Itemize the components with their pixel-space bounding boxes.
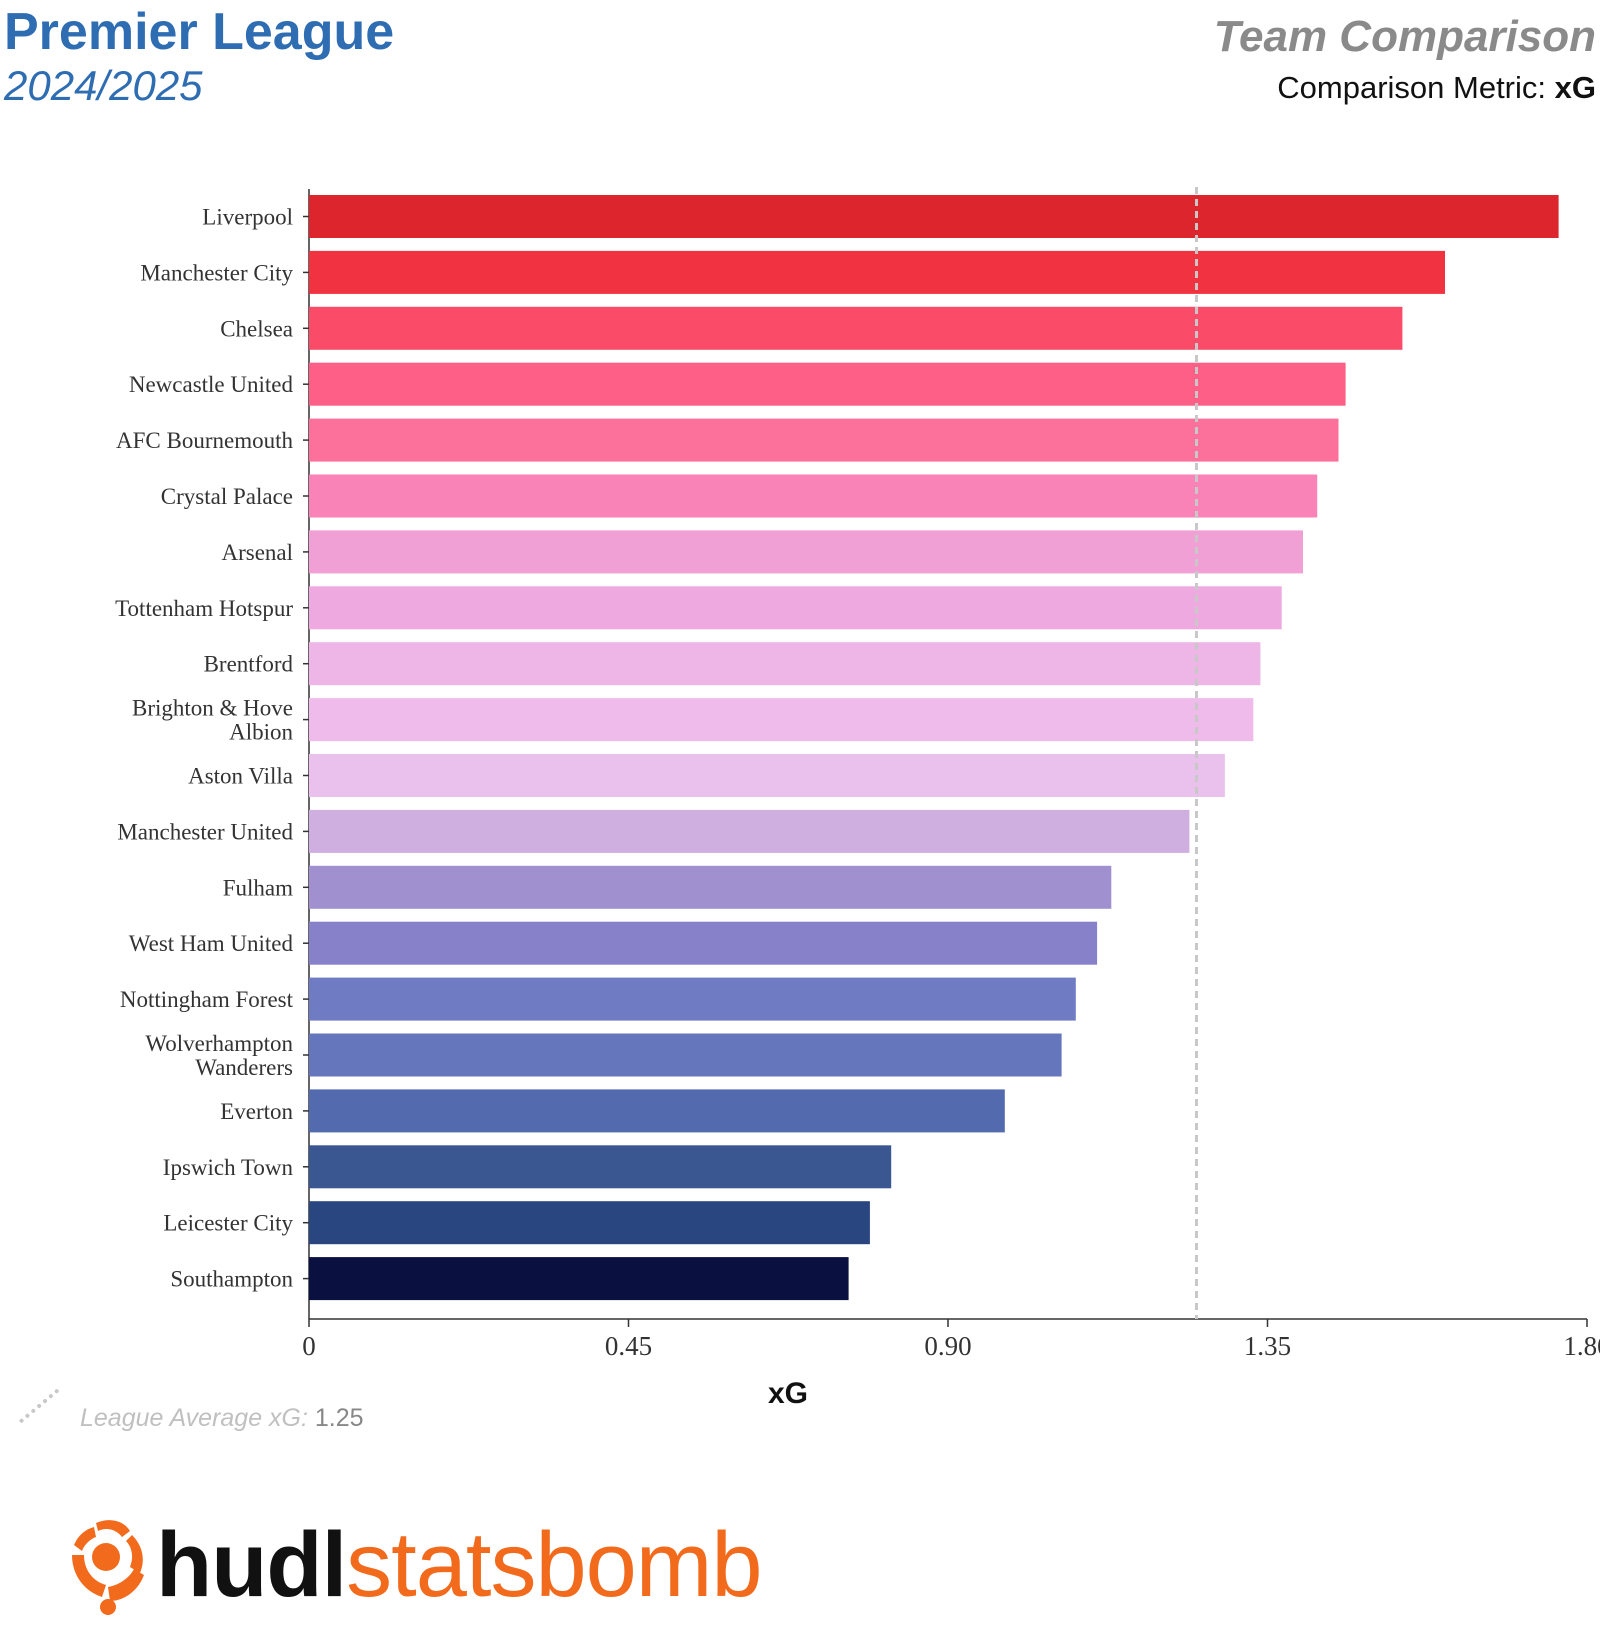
- bar: [309, 977, 1076, 1021]
- bar: [309, 1089, 1005, 1133]
- bar: [309, 530, 1303, 574]
- comparison-metric-label: Comparison Metric:: [1277, 70, 1547, 105]
- y-tick-label: Tottenham Hotspur: [115, 596, 293, 621]
- y-tick-label: Crystal Palace: [161, 484, 293, 509]
- x-tick-label: 0.45: [605, 1331, 652, 1361]
- bar: [309, 250, 1445, 294]
- bar-chart: Liverpool Manchester City Chelsea Newcastle…: [115, 187, 1600, 1410]
- comparison-title: Team Comparison: [1213, 12, 1596, 61]
- x-tick-label: 0.90: [924, 1331, 971, 1361]
- hudl-statsbomb-logo: hudlstatsbomb: [66, 1510, 763, 1620]
- y-tick-label: West Ham United: [129, 931, 294, 956]
- y-tick-label: Leicester City: [163, 1211, 293, 1236]
- bar: [309, 306, 1403, 350]
- bar: [309, 1145, 892, 1189]
- statsbomb-bomb-logo-icon: [72, 1520, 144, 1615]
- y-tick-label: Manchester United: [117, 819, 293, 844]
- y-tick-label: Arsenal: [221, 540, 293, 565]
- league-average-legend: League Average xG: 1.25: [80, 1404, 364, 1433]
- bar: [309, 1257, 849, 1301]
- bar: [309, 195, 1559, 238]
- bar: [309, 1201, 870, 1245]
- x-tick-label: 0: [302, 1331, 316, 1361]
- y-tick-label: Brighton & Hove Albion: [132, 696, 293, 745]
- y-tick-label: Brentford: [204, 652, 294, 677]
- y-tick-label: Everton: [220, 1099, 293, 1124]
- comparison-metric: Comparison Metric: xG: [1277, 70, 1596, 106]
- bar: [309, 698, 1254, 742]
- bar: [309, 362, 1346, 406]
- y-tick-label: Fulham: [223, 875, 293, 900]
- y-tick-label: Newcastle United: [129, 372, 294, 397]
- y-tick-label: Nottingham Forest: [120, 987, 294, 1012]
- y-tick-label: Southampton: [170, 1267, 293, 1292]
- bar: [309, 1033, 1062, 1077]
- bar: [309, 754, 1225, 797]
- y-tick-label: Manchester City: [140, 260, 293, 285]
- y-tick-label: Aston Villa: [188, 764, 293, 789]
- x-tick-label: 1.80: [1563, 1331, 1600, 1361]
- y-tick-label: AFC Bournemouth: [116, 428, 293, 453]
- bar: [309, 474, 1318, 518]
- bar: [309, 418, 1339, 462]
- bar: [309, 642, 1261, 686]
- season-subtitle: 2024/2025: [4, 62, 203, 109]
- bar: [309, 865, 1112, 909]
- y-tick-label: Chelsea: [220, 316, 293, 341]
- logo-wordmark: hudlstatsbomb: [156, 1519, 763, 1611]
- x-tick-label: 1.35: [1244, 1331, 1291, 1361]
- y-tick-label: Wolverhampton Wanderers: [145, 1031, 293, 1080]
- league-average-label: League Average xG:: [80, 1404, 308, 1432]
- league-average-value: 1.25: [314, 1404, 364, 1432]
- bar: [309, 921, 1098, 965]
- bar: [309, 809, 1190, 853]
- y-tick-label: Liverpool: [202, 205, 293, 230]
- logo-wordmark-hudl: hudl: [156, 1514, 347, 1616]
- page-title: Premier League: [4, 3, 395, 61]
- logo-wordmark-statsbomb: statsbomb: [346, 1514, 762, 1616]
- comparison-metric-value: xG: [1554, 70, 1596, 105]
- bar: [309, 586, 1282, 630]
- y-tick-label: Ipswich Town: [163, 1155, 294, 1180]
- x-axis-label: xG: [768, 1377, 808, 1410]
